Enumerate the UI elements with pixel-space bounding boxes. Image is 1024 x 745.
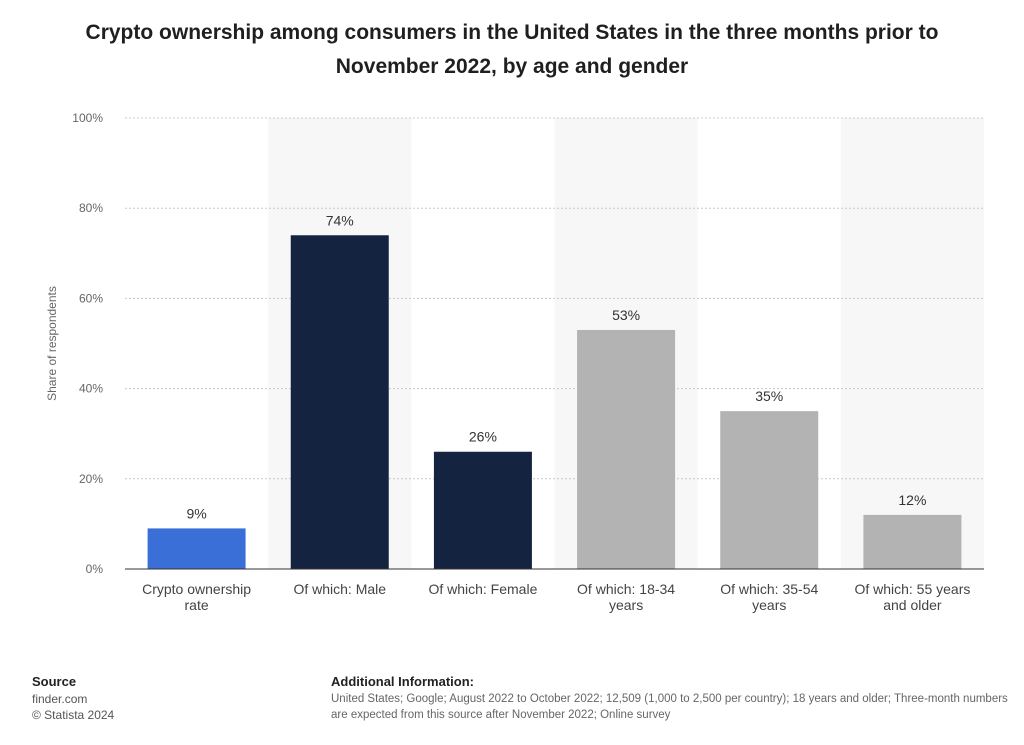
source-copyright: © Statista 2024 <box>32 708 115 722</box>
x-tick-label: Of which: 18-34 <box>577 581 675 597</box>
data-label: 35% <box>755 388 783 404</box>
x-tick-label: Of which: 55 years <box>854 581 970 597</box>
y-tick-label: 60% <box>79 291 103 305</box>
y-tick-label: 20% <box>79 472 103 486</box>
chart-title: Crypto ownership among consumers in the … <box>85 21 939 78</box>
additional-info-text: United States; Google; August 2022 to Oc… <box>331 693 1008 721</box>
additional-info-heading: Additional Information: <box>331 674 474 689</box>
data-label: 74% <box>326 212 354 228</box>
x-tick-label: years <box>752 597 786 613</box>
x-tick-label: rate <box>185 597 209 613</box>
plot-band <box>840 118 984 569</box>
x-tick-label: Of which: Male <box>293 581 386 597</box>
source-heading: Source <box>32 674 77 689</box>
x-tick-label: Crypto ownership <box>142 581 251 597</box>
bar <box>863 514 962 569</box>
bar <box>433 451 532 569</box>
bar <box>290 235 389 569</box>
bar <box>577 329 676 569</box>
y-tick-label: 80% <box>79 201 103 215</box>
y-axis-title: Share of respondents <box>45 286 59 401</box>
y-tick-label: 100% <box>72 111 103 125</box>
x-tick-label: Of which: Female <box>428 581 537 597</box>
data-label: 12% <box>898 492 926 508</box>
x-tick-label: years <box>609 597 643 613</box>
data-label: 9% <box>186 505 206 521</box>
footer: Source finder.com © Statista 2024 Additi… <box>0 670 1024 745</box>
data-label: 53% <box>612 307 640 323</box>
bar-chart: 0% 20% 40% 60% 80% 100% Share of respondents 9%… <box>45 111 984 613</box>
x-tick-label: and older <box>883 597 942 613</box>
x-tick-label: Of which: 35-54 <box>720 581 818 597</box>
bar <box>147 528 246 569</box>
y-tick-label: 0% <box>86 562 104 576</box>
data-label: 26% <box>469 429 497 445</box>
y-tick-label: 40% <box>79 382 103 396</box>
bar <box>720 411 819 569</box>
source-publisher[interactable]: finder.com <box>32 692 88 706</box>
